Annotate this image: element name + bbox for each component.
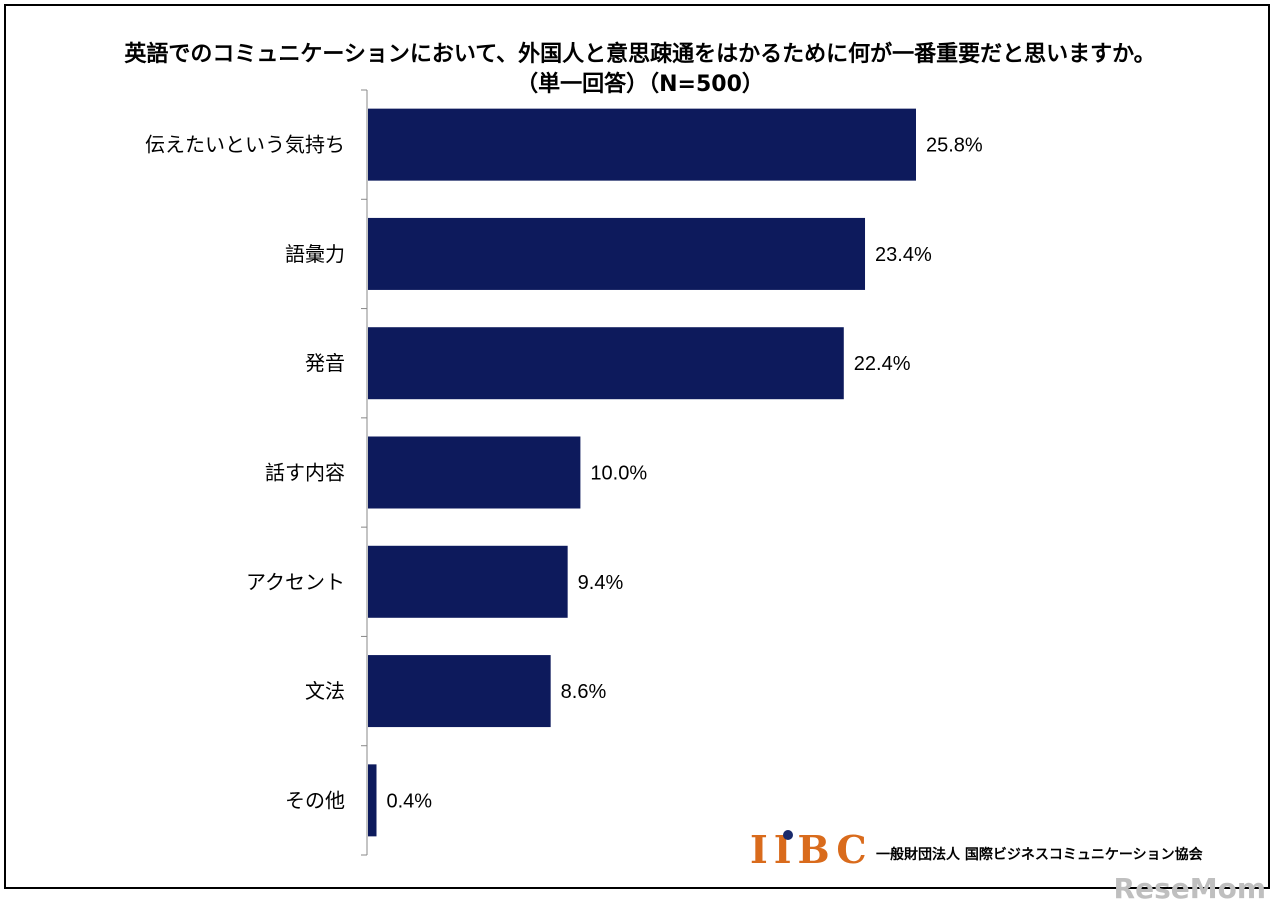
- value-label-5: 8.6%: [561, 681, 607, 703]
- value-label-4: 9.4%: [578, 572, 624, 594]
- value-label-3: 10.0%: [590, 463, 647, 485]
- category-label-0: 伝えたいという気持ち: [145, 133, 345, 157]
- iibc-logo: IIBC: [750, 826, 873, 874]
- value-label-2: 22.4%: [854, 353, 911, 375]
- category-label-4: アクセント: [246, 570, 345, 594]
- bar-3: [368, 436, 581, 509]
- bar-5: [368, 655, 551, 728]
- value-label-1: 23.4%: [875, 244, 932, 266]
- value-label-6: 0.4%: [386, 790, 432, 812]
- bar-0: [368, 108, 916, 181]
- chart-subtitle: （単一回答）（N=500）: [516, 72, 764, 97]
- organization-name: 一般財団法人 国際ビジネスコミュニケーション協会: [876, 847, 1203, 863]
- bar-1: [368, 217, 866, 290]
- resemom-watermark: ReseMom: [1113, 872, 1266, 905]
- logo-dot: [783, 830, 793, 840]
- category-label-1: 語彙力: [285, 242, 345, 266]
- bar-4: [368, 545, 568, 618]
- bar-2: [368, 327, 844, 400]
- chart-title: 英語でのコミュニケーションにおいて、外国人と意思疎通をはかるために何が一番重要だ…: [124, 42, 1156, 67]
- value-label-0: 25.8%: [926, 135, 983, 157]
- category-label-3: 話す内容: [265, 461, 345, 485]
- category-label-6: その他: [285, 788, 345, 812]
- category-label-2: 発音: [305, 351, 345, 375]
- bar-6: [368, 764, 377, 837]
- category-label-5: 文法: [305, 679, 345, 703]
- logo-text: IIBC: [750, 827, 873, 872]
